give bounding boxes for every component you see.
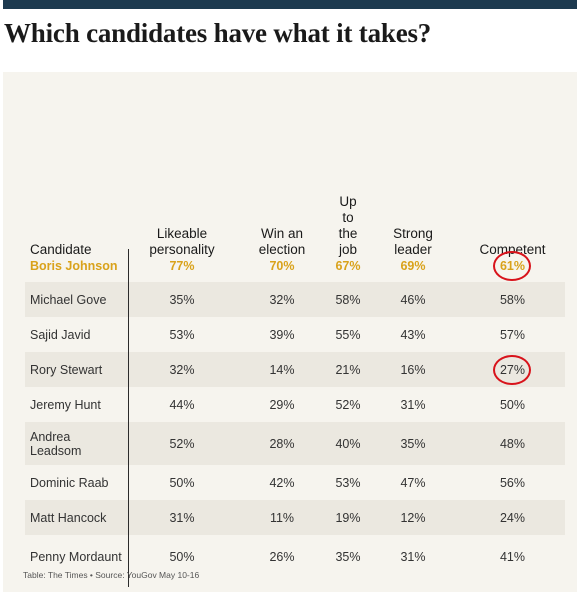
table-cell: 31% (400, 397, 426, 412)
table-cell: 48% (499, 436, 526, 451)
candidate-name: Andrea Leadsom (30, 429, 82, 458)
table-cell: 69% (400, 258, 426, 273)
table-row: Sajid Javid 53% 39% 55% 43% 57% (25, 317, 565, 352)
candidate-name: Rory Stewart (30, 362, 103, 377)
table-cell: 67% (335, 258, 361, 273)
candidate-name: Sajid Javid (30, 327, 91, 342)
table-cell: 29% (269, 397, 295, 412)
column-divider (128, 249, 129, 587)
table-cell: 52% (335, 397, 361, 412)
table-cell: 39% (269, 327, 295, 342)
table-cell: 53% (335, 475, 361, 490)
table-cell: 61% (499, 258, 526, 273)
table-row: Matt Hancock 31% 11% 19% 12% 24% (25, 500, 565, 535)
top-rule (3, 0, 577, 9)
table-row: Boris Johnson 77% 70% 67% 69% 61% (25, 249, 565, 282)
table-cell: 32% (169, 362, 195, 377)
table-row: Penny Mordaunt 50% 26% 35% 31% 41% (25, 535, 565, 578)
table-cell: 35% (335, 549, 361, 564)
table-cell: 27% (499, 362, 526, 377)
table-row: Andrea Leadsom 52% 28% 40% 35% 48% (25, 422, 565, 465)
table-cell: 11% (269, 510, 295, 525)
table-cell: 14% (269, 362, 295, 377)
table-cell: 16% (400, 362, 426, 377)
table-cell: 26% (269, 549, 295, 564)
table-cell: 50% (169, 549, 195, 564)
candidate-name: Michael Gove (30, 292, 107, 307)
column-header-strong-leader: Strong leader (393, 226, 433, 257)
table-cell: 55% (335, 327, 361, 342)
table-cell: 40% (335, 436, 361, 451)
candidate-name: Jeremy Hunt (30, 397, 101, 412)
table-cell: 42% (269, 475, 295, 490)
table-cell: 28% (269, 436, 295, 451)
column-header-likeable: Likeable personality (149, 226, 215, 257)
table-cell: 43% (400, 327, 426, 342)
table-cell: 47% (400, 475, 426, 490)
table-cell: 52% (169, 436, 195, 451)
table-cell: 31% (169, 510, 195, 525)
candidate-name: Penny Mordaunt (30, 549, 122, 564)
source-note: Table: The Times • Source: YouGov May 10… (23, 570, 200, 580)
candidate-name: Dominic Raab (30, 475, 109, 490)
column-header-candidate: Candidate (30, 242, 92, 257)
table-cell: 41% (499, 549, 526, 564)
table-cell: 35% (400, 436, 426, 451)
table-cell: 56% (499, 475, 526, 490)
table-cell: 58% (499, 292, 526, 307)
table-card: Candidate Likeable personality Win an el… (3, 72, 577, 592)
column-header-up-to-job: Up to the job (338, 194, 358, 257)
table-cell: 58% (335, 292, 361, 307)
table-row: Jeremy Hunt 44% 29% 52% 31% 50% (25, 387, 565, 422)
table-header: Candidate Likeable personality Win an el… (25, 122, 565, 262)
table-cell: 53% (169, 327, 195, 342)
table-row: Michael Gove 35% 32% 58% 46% 58% (25, 282, 565, 317)
table-cell: 50% (169, 475, 195, 490)
table-row: Rory Stewart 32% 14% 21% 16% 27% (25, 352, 565, 387)
table-cell: 46% (400, 292, 426, 307)
table-row: Dominic Raab 50% 42% 53% 47% 56% (25, 465, 565, 500)
table-cell: 31% (400, 549, 426, 564)
table-cell: 57% (499, 327, 526, 342)
column-header-win: Win an election (258, 226, 306, 257)
table-cell: 21% (335, 362, 361, 377)
table-cell: 77% (169, 258, 195, 273)
table-cell: 70% (269, 258, 295, 273)
table-cell: 24% (499, 510, 526, 525)
table-cell: 50% (499, 397, 526, 412)
table-cell: 32% (269, 292, 295, 307)
table-cell: 44% (169, 397, 195, 412)
candidate-name: Matt Hancock (30, 510, 107, 525)
table-cell: 35% (169, 292, 195, 307)
page-title: Which candidates have what it takes? (4, 18, 432, 48)
table-cell: 12% (400, 510, 426, 525)
table-cell: 19% (335, 510, 361, 525)
candidate-name: Boris Johnson (30, 258, 118, 273)
